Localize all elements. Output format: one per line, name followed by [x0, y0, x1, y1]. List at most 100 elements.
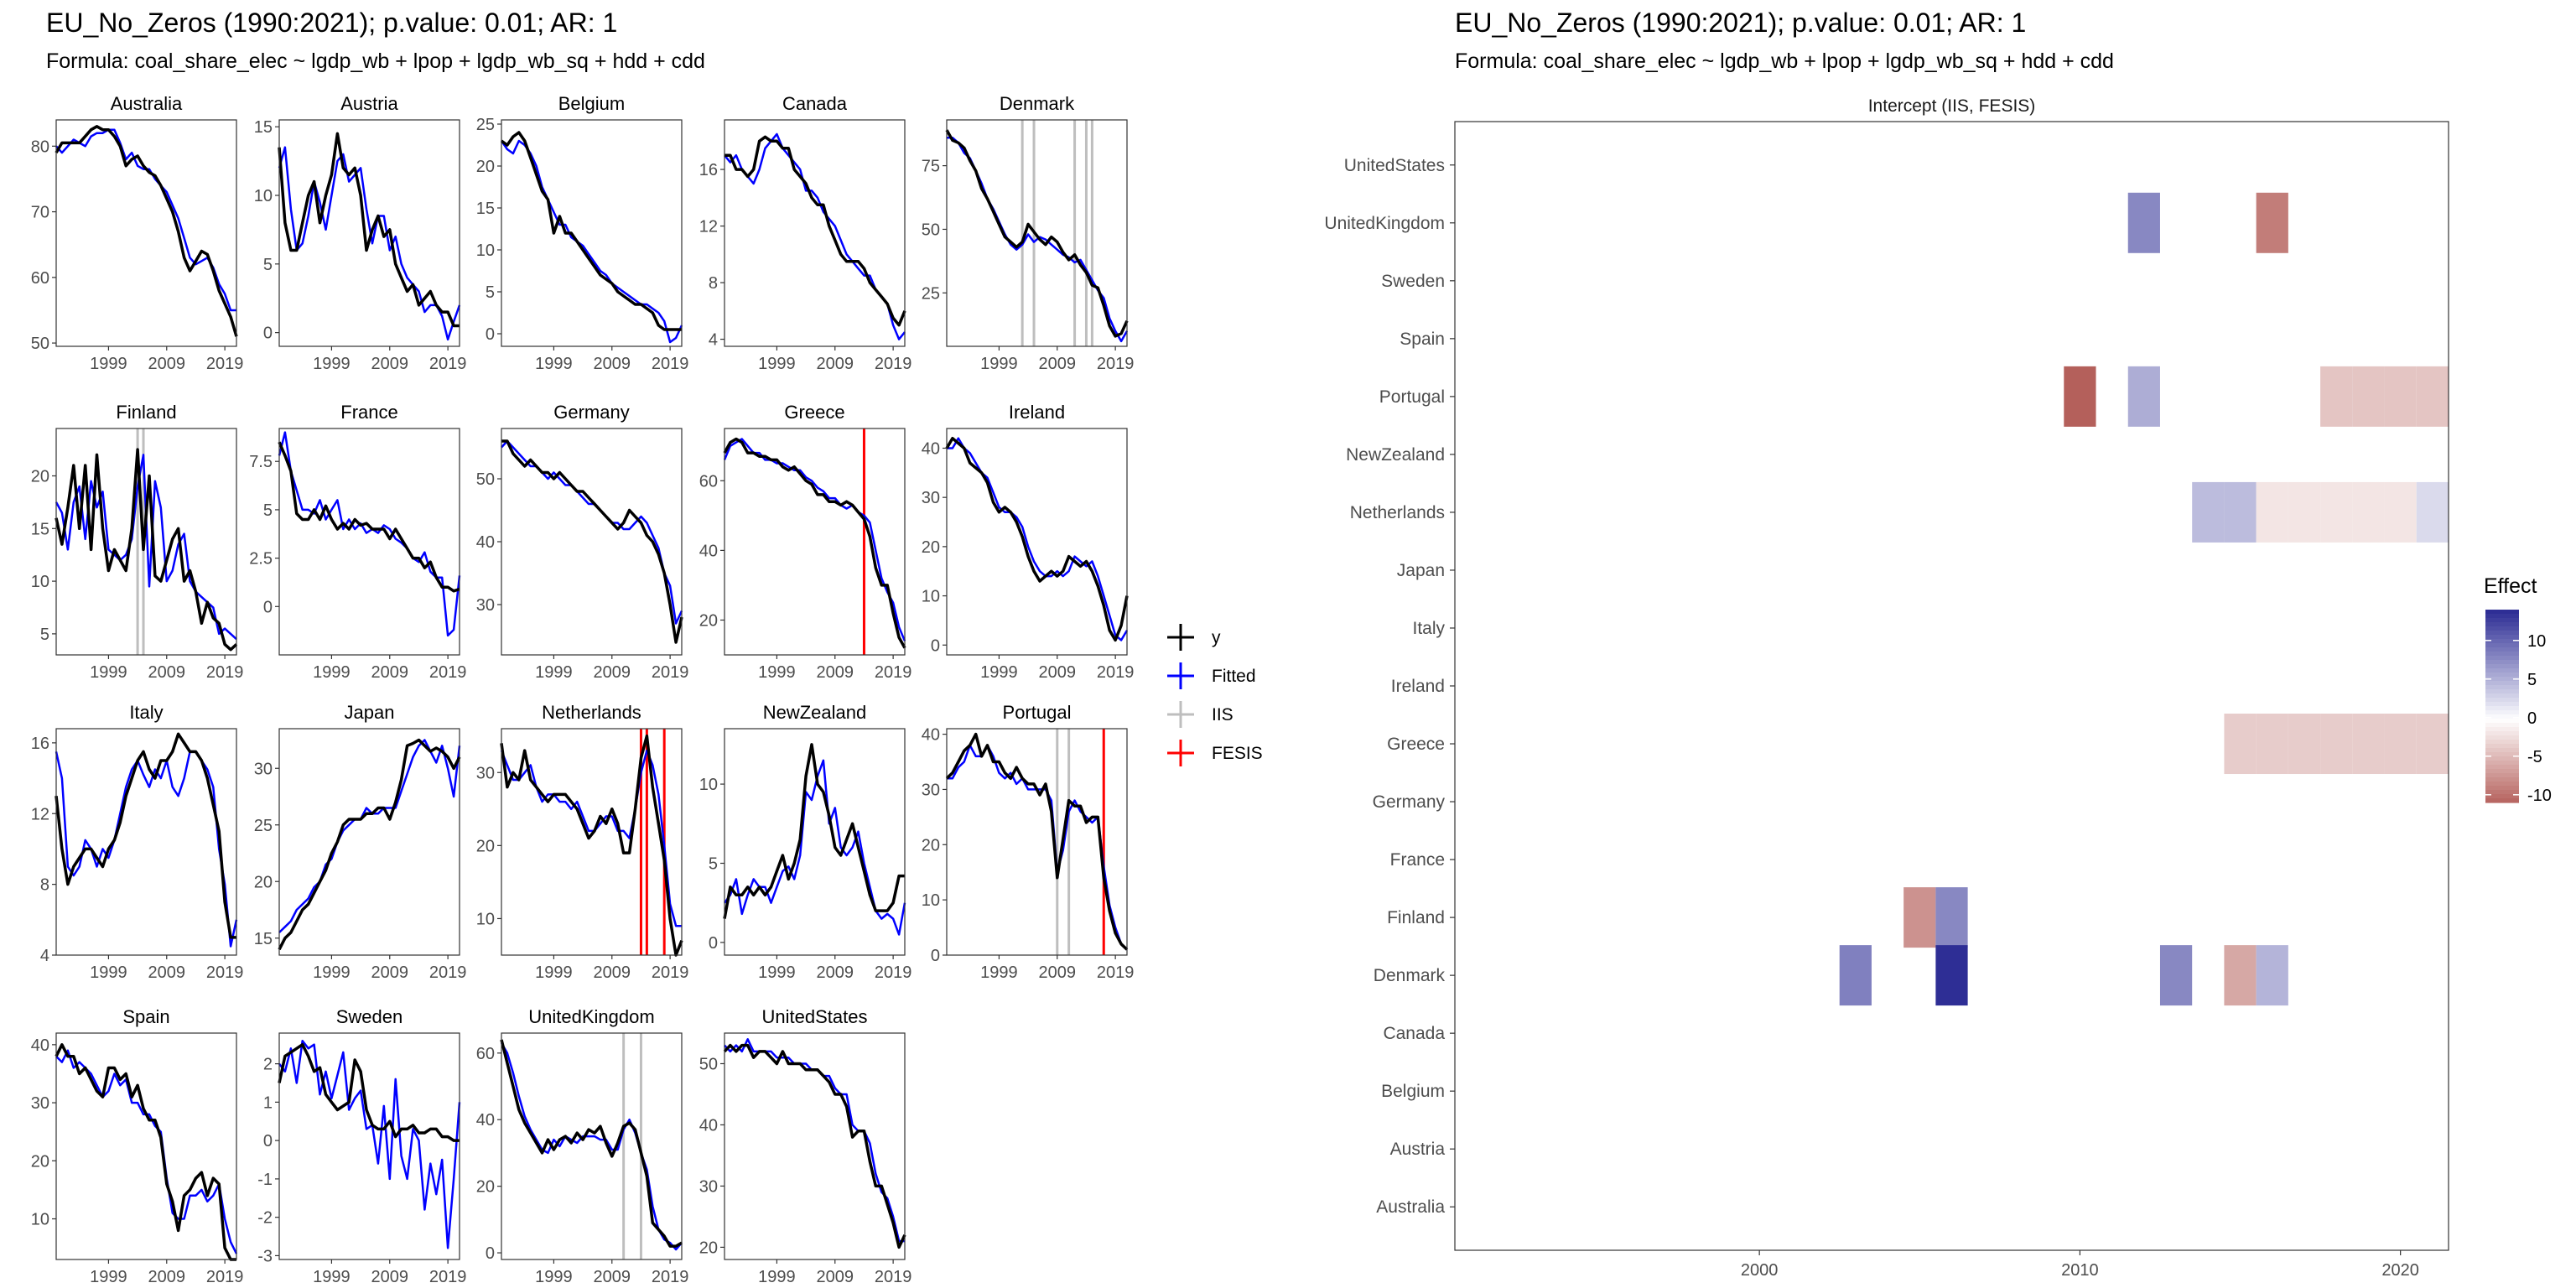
heatmap-cell-greece-2021	[2416, 714, 2449, 775]
right-title: EU_No_Zeros (1990:2021); p.value: 0.01; …	[1455, 8, 2026, 38]
colorbar-tick-label: 0	[2527, 709, 2537, 728]
x-tick-label: 2019	[1097, 355, 1135, 373]
x-tick-label: 1999	[758, 963, 796, 982]
colorbar-tick-label: 10	[2527, 632, 2546, 651]
y-line	[723, 1043, 906, 1249]
heatmap-cell-netherlands-2020	[2384, 481, 2417, 543]
y-tick-label: 75	[922, 158, 940, 176]
y-tick-label: 60	[476, 1045, 495, 1063]
fitted-line	[278, 739, 461, 933]
y-tick-label: 10	[31, 1211, 49, 1229]
colorbar-segment	[2485, 777, 2519, 782]
y-line	[278, 738, 461, 951]
y-line	[278, 132, 460, 328]
colorbar-segment	[2485, 761, 2519, 766]
y-line	[945, 129, 1129, 338]
y-tick-label: 0	[931, 947, 940, 965]
panel-newzealand: NewZealand 0 5 10 1999 2009 2019	[699, 702, 912, 982]
heatmap-row-label-greece: Greece	[1387, 735, 1445, 754]
heatmap-row-label-unitedstates: UnitedStates	[1344, 156, 1445, 175]
y-line	[501, 439, 683, 644]
y-tick-label: 8	[40, 876, 49, 895]
heatmap-row-label-japan: Japan	[1397, 561, 1445, 580]
heatmap-cell-denmark-2013	[2159, 945, 2193, 1006]
panel-strip-label: NewZealand	[763, 702, 867, 723]
colorbar-segment	[2485, 685, 2519, 690]
y-tick-label: 40	[699, 542, 718, 560]
x-tick-label: 2009	[1039, 663, 1077, 682]
heatmap-row-label-belgium: Belgium	[1381, 1082, 1445, 1101]
x-tick-label: 2019	[652, 663, 689, 682]
x-tick-label: 2009	[817, 1268, 854, 1286]
x-tick-label: 2019	[652, 963, 689, 982]
y-line	[278, 441, 460, 593]
y-tick-label: 0	[263, 1132, 273, 1150]
heatmap-cell-netherlands-2021	[2416, 481, 2449, 543]
y-tick-label: 5	[40, 626, 49, 644]
heatmap-cell-denmark-2003	[1839, 945, 1872, 1006]
y-line	[55, 448, 238, 652]
y-tick-label: 20	[922, 836, 940, 854]
x-tick-label: 1999	[980, 355, 1018, 373]
y-tick-label: 10	[476, 910, 495, 928]
x-tick-label: 2009	[148, 663, 186, 682]
y-tick-label: 25	[922, 284, 940, 303]
x-tick-label: 2009	[1039, 963, 1077, 982]
colorbar-segment	[2485, 714, 2519, 719]
heatmap-cell-netherlands-2017	[2288, 481, 2321, 543]
panel-border	[946, 728, 1128, 956]
panel-border	[724, 119, 906, 347]
colorbar-segment	[2485, 723, 2519, 728]
y-tick-label: 10	[476, 242, 495, 260]
y-tick-label: 4	[40, 947, 49, 965]
heatmap-cell-portugal-2012	[2127, 366, 2160, 427]
colorbar-segment	[2485, 698, 2519, 703]
x-tick-label: 2009	[148, 1268, 186, 1286]
y-tick-label: 10	[922, 891, 940, 910]
panel-strip-label: Belgium	[558, 93, 625, 114]
heatmap-cell-greece-2020	[2384, 714, 2417, 775]
panel-austria: Austria 0 5 10 15 1999 2009 2019	[254, 93, 467, 373]
y-tick-label: 30	[254, 760, 273, 778]
panel-border	[501, 1032, 683, 1260]
y-tick-label: 30	[922, 489, 940, 507]
colorbar-segment	[2485, 748, 2519, 753]
y-tick-label: 0	[709, 934, 718, 953]
y-tick-label: 10	[31, 573, 49, 591]
heatmap-row-label-italy: Italy	[1412, 619, 1445, 638]
y-tick-label: 0	[486, 1244, 495, 1263]
panel-strip-label: France	[340, 402, 397, 423]
y-tick-label: 40	[31, 1036, 49, 1055]
heatmap-x-tick-label: 2010	[2061, 1261, 2099, 1280]
left-subtitle: Formula: coal_share_elec ~ lgdp_wb + lpo…	[46, 49, 705, 73]
colorbar-segment	[2485, 631, 2519, 636]
heatmap-cell-denmark-2006	[1935, 945, 1968, 1006]
x-tick-label: 2009	[594, 963, 631, 982]
panel-belgium: Belgium 0 5 10 15 20 25 1999 2009 2019	[476, 93, 689, 373]
heatmap-cell-netherlands-2016	[2256, 481, 2288, 543]
heatmap-row-label-denmark: Denmark	[1374, 966, 1446, 985]
y-tick-label: 0	[931, 636, 940, 655]
y-tick-label: 20	[922, 538, 940, 557]
y-tick-label: 15	[476, 200, 495, 218]
y-tick-label: 1	[263, 1093, 273, 1112]
heatmap-x-tick-label: 2000	[1741, 1261, 1779, 1280]
x-tick-label: 2019	[429, 963, 467, 982]
x-tick-label: 2019	[652, 1268, 689, 1286]
panel-strip-label: Australia	[111, 93, 183, 114]
y-tick-label: 70	[31, 204, 49, 222]
x-tick-label: 1999	[758, 355, 796, 373]
legend-label: IIS	[1212, 705, 1233, 724]
panel-sweden: Sweden -3 -2 -1 0 1 2 1999 2009 2019	[257, 1006, 466, 1286]
x-tick-label: 2019	[206, 355, 244, 373]
y-tick-label: 15	[254, 118, 273, 137]
colorbar-segment	[2485, 769, 2519, 774]
colorbar-tick-label: 5	[2527, 671, 2537, 689]
y-tick-label: 30	[476, 596, 495, 615]
fitted-line	[724, 132, 906, 340]
y-tick-label: 50	[476, 470, 495, 489]
y-tick-label: 7.5	[249, 453, 273, 471]
y-tick-label: 2.5	[249, 550, 273, 569]
x-tick-label: 1999	[535, 663, 573, 682]
x-tick-label: 2019	[875, 663, 912, 682]
